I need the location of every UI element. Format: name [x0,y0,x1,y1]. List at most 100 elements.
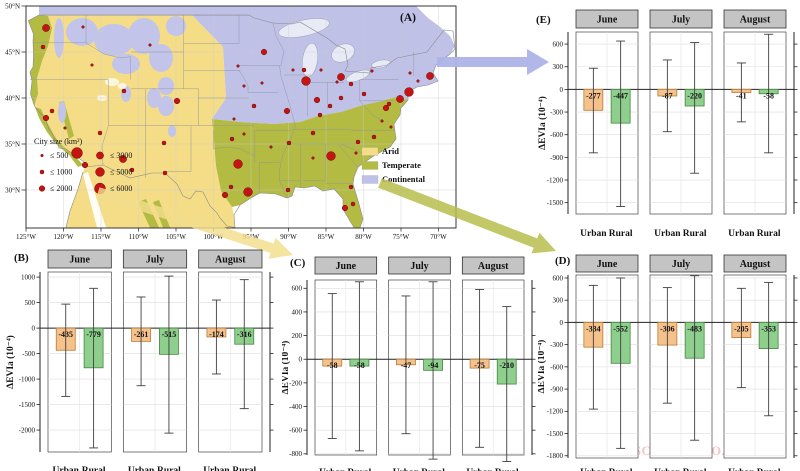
map-x-tick-label: 110°W [129,233,149,241]
map-latitude-ticks: 50°N 45°N 40°N 35°N 30°N [5,3,26,195]
bar-value-label: -205 [734,324,749,333]
city-dot [233,159,243,169]
bar-value-label: -58 [327,361,338,370]
city-dot [148,43,152,47]
bar-value-label: -87 [662,91,673,100]
category-label: Urban [728,468,755,471]
y-axis-title: ΔEVIa (10⁻⁴) [538,340,547,394]
zone-legend-label: Continental [382,174,426,184]
panel-label-b: (B) [14,252,29,264]
y-tick-label: -600 [550,131,563,139]
y-axis-title: ΔEVIa (10⁻⁴) [282,341,291,395]
month-header [723,9,787,29]
category-label: Rural [348,468,372,471]
city-dot [40,44,46,50]
month-header [461,256,525,275]
city-dot [236,64,240,68]
month-header [47,249,112,269]
city-dot [371,134,377,140]
y-tick-label: -300 [550,341,563,349]
bar-value-label: -58 [763,91,774,100]
map-x-tick-label: 125°W [16,233,36,241]
month-header-label: July [146,255,164,266]
city-dot [242,132,246,136]
y-tick-label: -400 [289,403,302,411]
y-tick-label: 1000 [21,273,36,281]
bar-value-label: -483 [687,324,702,333]
city-dot [386,101,392,107]
bar-value-label: -220 [687,91,702,100]
bar-value-label: -552 [613,324,628,333]
city-dot [243,187,253,197]
y-tick-label: -1800 [547,452,564,460]
panel-a-label: (A) [400,12,416,24]
city-size-label: ≤ 2000 [50,184,72,193]
state-borders [30,14,415,199]
bar-value-label: -210 [499,361,514,370]
month-header [388,256,451,275]
city-dot [301,76,311,86]
city-dot [370,69,374,73]
category-label: Urban [580,468,607,471]
zone-legend-label: Temperate [382,160,421,170]
city-dot [327,103,333,109]
city-dot [337,73,345,81]
month-header [575,9,639,29]
city-dot [354,151,358,155]
y-tick-label: 0 [32,324,36,332]
city-dot [341,204,349,212]
month-header-label: June [597,259,618,270]
y-tick-label: -300 [550,108,563,116]
category-label: Rural [82,466,106,471]
y-tick-label: -1500 [547,199,564,207]
city-size-legend-title: City size (km²) [34,137,83,146]
bar-value-label: -447 [613,91,628,100]
panel-b-chart: June July August 1000 500 0 -500 -1000 -1500 -200… [5,249,274,471]
bar-value-label: -41 [736,91,747,100]
city-dot [232,117,236,121]
panel-label-e: (E) [536,14,551,26]
city-dot [81,161,89,169]
category-label: Urban [728,229,755,239]
y-tick-label: -1200 [547,408,564,416]
map-mountain-patches [54,16,186,137]
city-dot [396,95,404,103]
y-tick-label: -500 [22,350,35,358]
map-x-tick-label: 80°W [355,233,372,241]
month-header-label: August [740,259,771,270]
city-size-label: ≤ 1000 [50,168,72,177]
category-label: Rural [683,229,707,239]
city-dot [221,191,229,199]
month-header-label: July [672,259,690,270]
bar-value-label: -515 [162,330,177,339]
y-tick-label: 600 [553,274,564,282]
map-x-tick-label: 95°W [243,233,260,241]
city-dot [285,187,291,193]
month-header [198,249,263,269]
month-header [575,254,639,273]
category-label: Rural [157,466,181,471]
y-tick-label: 300 [553,63,564,71]
city-dot [42,24,50,32]
bar-value-label: -58 [354,361,365,370]
city-dot [260,81,264,85]
month-header [649,9,713,29]
map-x-tick-label: 85°W [318,233,335,241]
city-size-label: ≤ 6000 [110,184,132,193]
bar-value-label: -277 [586,91,601,100]
month-header-label: July [672,15,690,26]
y-tick-label: 0 [299,356,303,364]
great-lakes [278,18,391,83]
y-tick-label: -600 [289,427,302,435]
city-dot [380,119,384,123]
map-x-tick-label: 100°W [204,233,224,241]
y-tick-label: 300 [553,297,564,305]
month-header-label: July [410,261,428,272]
map-x-tick-label: 90°W [280,233,297,241]
city-dot [63,126,67,130]
map-y-tick-label: 50°N [5,3,20,11]
panel-label-c: (C) [290,257,306,269]
month-header [122,249,188,269]
city-dot [49,108,55,114]
map-y-tick-label: 40°N [5,95,20,103]
